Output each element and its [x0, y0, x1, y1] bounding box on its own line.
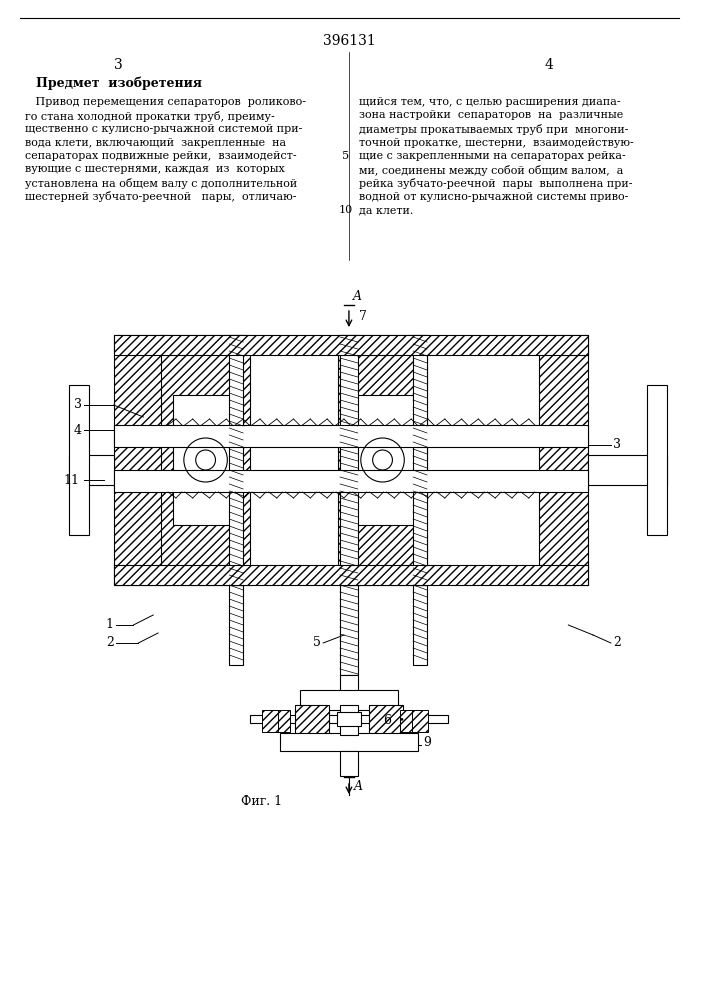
Text: сепараторах подвижные рейки,  взаимодейст-: сепараторах подвижные рейки, взаимодейст…	[25, 151, 296, 161]
Bar	[340, 335, 358, 585]
Bar	[340, 751, 358, 776]
Bar	[114, 425, 588, 447]
Bar	[280, 733, 418, 751]
Bar	[340, 675, 358, 695]
Bar	[114, 335, 163, 585]
Bar	[274, 710, 290, 732]
Bar	[229, 335, 243, 585]
Text: щественно с кулисно-рычажной системой при-: щественно с кулисно-рычажной системой пр…	[25, 124, 302, 134]
Text: вода клети, включающий  закрепленные  на: вода клети, включающий закрепленные на	[25, 137, 286, 147]
Bar	[413, 585, 427, 665]
Bar	[340, 705, 358, 735]
Text: щийся тем, что, с целью расширения диапа-: щийся тем, что, с целью расширения диапа…	[359, 97, 621, 107]
Text: 11: 11	[63, 474, 79, 487]
Bar	[648, 385, 667, 535]
Text: 2: 2	[613, 637, 621, 650]
Bar	[539, 335, 588, 585]
Text: A: A	[353, 290, 362, 303]
Text: диаметры прокатываемых труб при  многони-: диаметры прокатываемых труб при многони-	[359, 124, 629, 135]
Bar	[114, 470, 588, 492]
Text: •: •	[398, 716, 404, 724]
Text: Предмет  изобретения: Предмет изобретения	[35, 77, 201, 91]
Text: водной от кулисно-рычажной системы приво-: водной от кулисно-рычажной системы приво…	[359, 192, 629, 202]
Bar	[588, 455, 667, 485]
Text: 5: 5	[313, 637, 321, 650]
Bar	[338, 335, 427, 585]
Text: да клети.: да клети.	[359, 205, 413, 215]
Text: 1: 1	[105, 618, 114, 632]
Bar	[229, 585, 243, 665]
Bar	[340, 585, 358, 675]
Text: установлена на общем валу с дополнительной: установлена на общем валу с дополнительн…	[25, 178, 297, 189]
Bar	[69, 385, 89, 535]
Text: 3: 3	[613, 438, 621, 452]
Text: точной прокатке, шестерни,  взаимодействую-: точной прокатке, шестерни, взаимодейству…	[359, 137, 633, 147]
Bar	[400, 710, 416, 732]
Text: шестерней зубчато-реечной   пары,  отличаю-: шестерней зубчато-реечной пары, отличаю-	[25, 192, 296, 202]
Bar	[114, 565, 588, 585]
Text: 396131: 396131	[322, 34, 375, 48]
Bar	[413, 335, 427, 585]
Text: 4: 4	[74, 424, 82, 436]
Bar	[338, 335, 427, 585]
Text: ми, соединены между собой общим валом,  а: ми, соединены между собой общим валом, а	[359, 164, 623, 176]
Text: рейка зубчато-реечной  пары  выполнена при-: рейка зубчато-реечной пары выполнена при…	[359, 178, 632, 189]
Bar	[295, 705, 329, 735]
Bar	[539, 335, 588, 585]
Text: вующие с шестернями, каждая  из  которых: вующие с шестернями, каждая из которых	[25, 164, 284, 174]
Text: 4: 4	[544, 58, 553, 72]
Text: 3: 3	[74, 398, 82, 412]
Text: 2: 2	[106, 637, 114, 650]
Text: 7: 7	[359, 310, 367, 324]
Text: 9: 9	[423, 736, 431, 750]
Bar	[69, 455, 114, 485]
Bar	[173, 395, 238, 525]
Text: Привод перемещения сепараторов  роликово-: Привод перемещения сепараторов роликово-	[25, 97, 305, 107]
Text: 5: 5	[342, 151, 349, 161]
Bar	[161, 335, 250, 585]
Text: 10: 10	[339, 205, 353, 215]
Bar	[161, 335, 250, 585]
Bar	[368, 705, 403, 735]
Bar	[300, 690, 398, 710]
Text: Фиг. 1: Фиг. 1	[241, 795, 283, 808]
Text: 3: 3	[115, 58, 123, 72]
Text: 6: 6	[383, 714, 392, 726]
Bar	[412, 710, 428, 732]
Bar	[114, 335, 163, 585]
Text: A: A	[354, 780, 363, 794]
Bar	[350, 395, 415, 525]
Bar	[262, 710, 278, 732]
Bar	[337, 712, 361, 726]
Bar	[250, 715, 448, 723]
Text: зона настройки  сепараторов  на  различные: зона настройки сепараторов на различные	[359, 110, 623, 120]
Text: щие с закрепленными на сепараторах рейка-: щие с закрепленными на сепараторах рейка…	[359, 151, 626, 161]
Bar	[114, 335, 588, 355]
Text: го стана холодной прокатки труб, преиму-: го стана холодной прокатки труб, преиму-	[25, 110, 274, 121]
